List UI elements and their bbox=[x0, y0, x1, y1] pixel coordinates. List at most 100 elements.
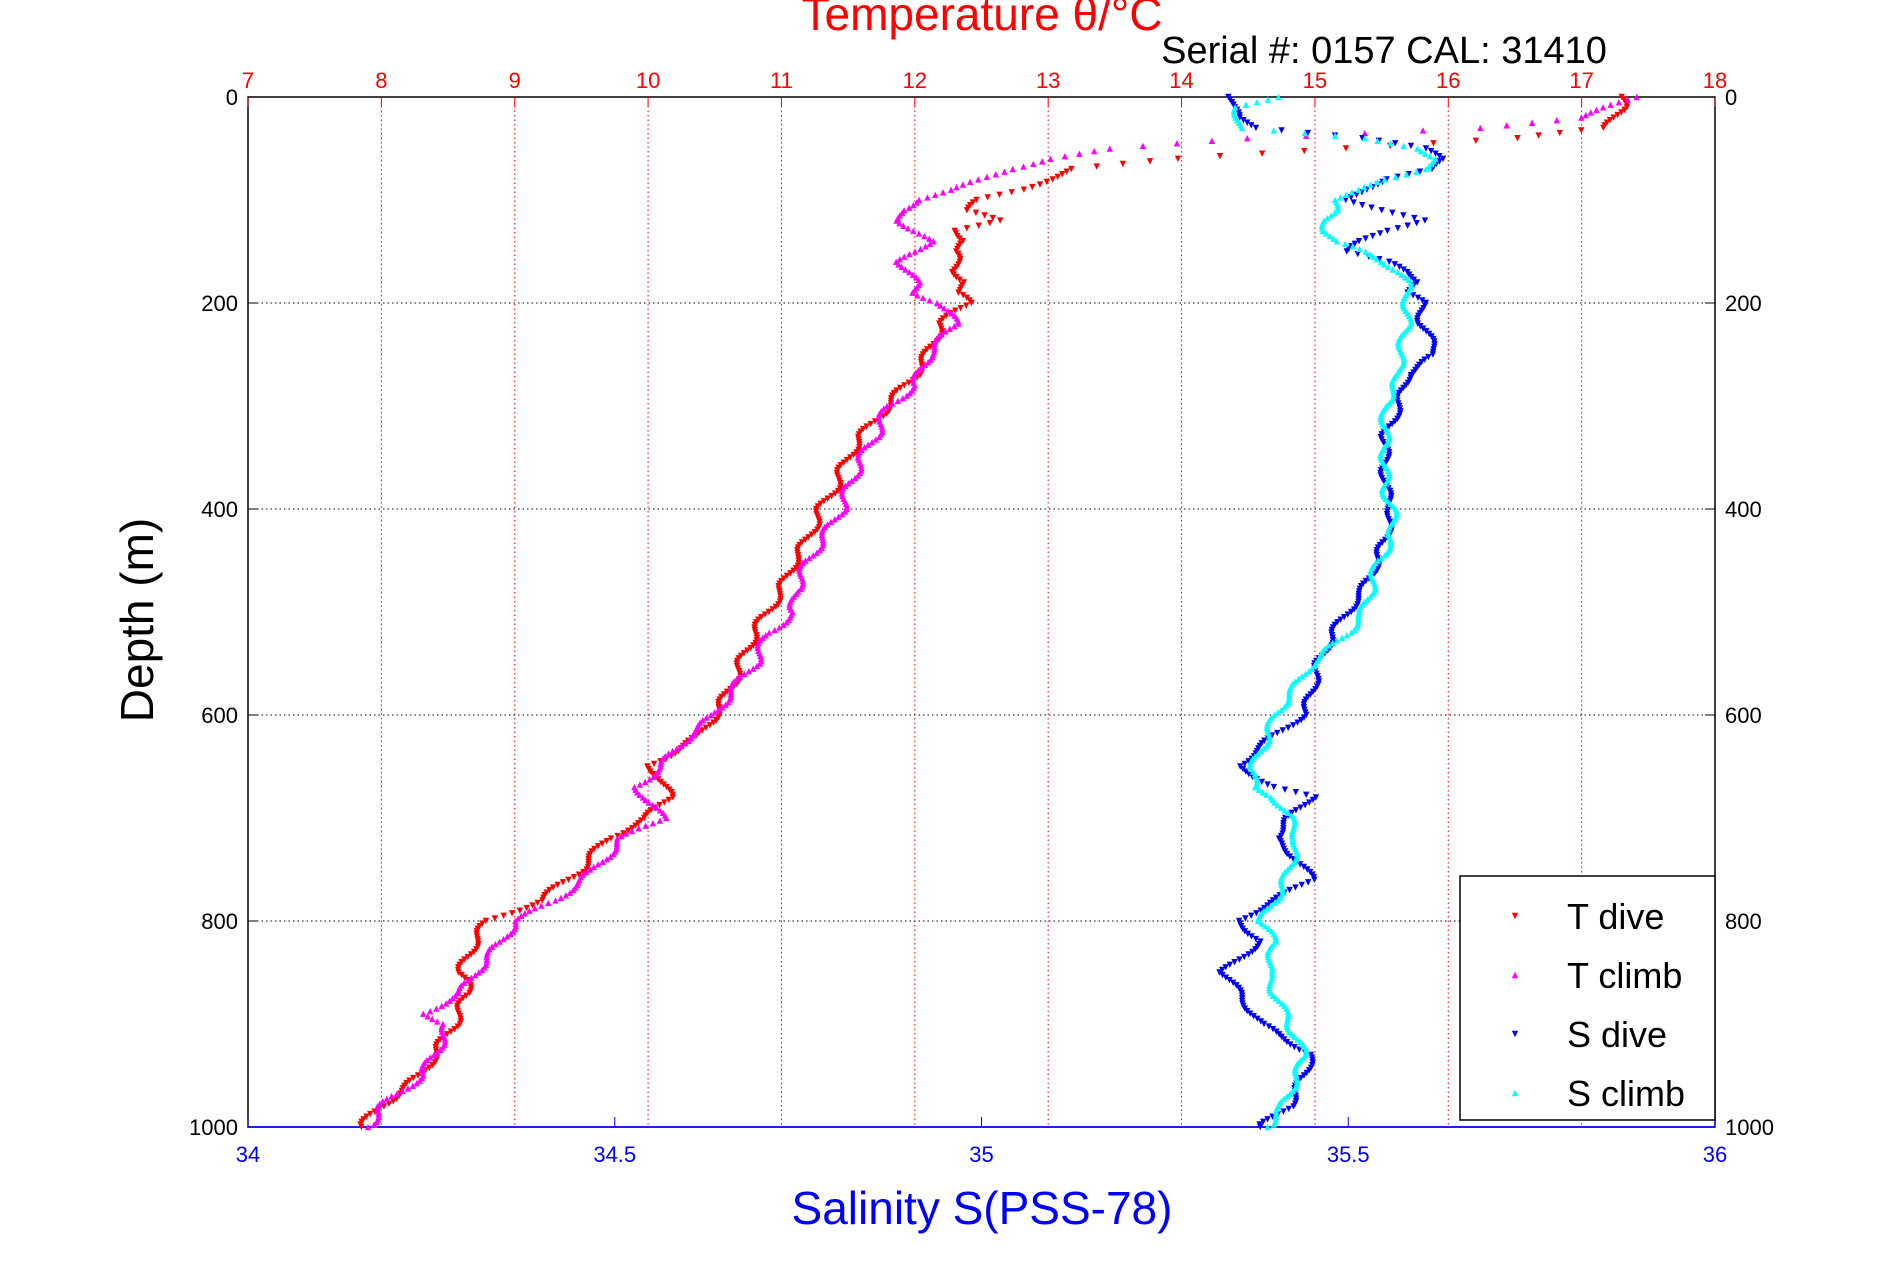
data-point bbox=[557, 894, 565, 902]
data-point bbox=[1061, 153, 1069, 160]
legend-label: T climb bbox=[1567, 955, 1682, 996]
data-point bbox=[1242, 768, 1250, 775]
data-point bbox=[1268, 964, 1276, 971]
data-point bbox=[1422, 165, 1430, 173]
data-point bbox=[458, 971, 465, 979]
data-point bbox=[864, 441, 872, 448]
data-point bbox=[1399, 297, 1407, 304]
data-point bbox=[896, 256, 903, 263]
data-point bbox=[1414, 294, 1422, 302]
data-point bbox=[1259, 789, 1266, 796]
data-point bbox=[1472, 137, 1480, 144]
data-point bbox=[711, 709, 718, 716]
data-point bbox=[1251, 783, 1259, 791]
data-point bbox=[1348, 629, 1355, 636]
data-point bbox=[1312, 794, 1320, 801]
data-point bbox=[628, 827, 636, 835]
data-point bbox=[955, 289, 962, 296]
data-point bbox=[1425, 353, 1432, 361]
data-point bbox=[1416, 168, 1424, 175]
data-point bbox=[1392, 173, 1399, 181]
data-point bbox=[1553, 116, 1561, 124]
legend-box bbox=[1459, 875, 1716, 1121]
data-point bbox=[1308, 665, 1316, 672]
data-point bbox=[649, 819, 657, 827]
data-point bbox=[1139, 142, 1147, 150]
data-point bbox=[1326, 232, 1333, 240]
data-point bbox=[915, 230, 923, 237]
data-point bbox=[514, 915, 522, 922]
data-point bbox=[1322, 230, 1330, 237]
legend-item-s-dive: S dive bbox=[1511, 1014, 1667, 1055]
data-point bbox=[1226, 977, 1233, 984]
data-point bbox=[646, 776, 653, 783]
legend-label: T dive bbox=[1567, 896, 1664, 937]
data-point bbox=[906, 250, 913, 258]
data-point bbox=[512, 917, 519, 925]
depth-tick-label-right: 1000 bbox=[1725, 1115, 1774, 1140]
data-point bbox=[1342, 145, 1350, 152]
data-point bbox=[1241, 760, 1248, 768]
data-point bbox=[1286, 686, 1293, 693]
data-point bbox=[1268, 969, 1276, 976]
data-point bbox=[723, 688, 731, 696]
data-point bbox=[811, 528, 819, 536]
data-point bbox=[758, 613, 765, 621]
data-point bbox=[1297, 804, 1304, 811]
data-point bbox=[1271, 799, 1278, 806]
data-point bbox=[924, 359, 932, 366]
depth-tick-label-left: 800 bbox=[201, 909, 238, 934]
data-point bbox=[1257, 747, 1265, 755]
chart-title: Temperature θ/°C bbox=[802, 0, 1163, 40]
temperature-tick-label: 12 bbox=[903, 68, 927, 93]
data-point bbox=[1351, 626, 1358, 634]
data-point bbox=[1260, 745, 1268, 752]
data-point bbox=[442, 1000, 450, 1007]
data-point bbox=[570, 886, 577, 894]
data-point bbox=[1286, 853, 1294, 860]
data-point bbox=[455, 989, 462, 997]
data-point bbox=[1306, 799, 1313, 806]
depth-tick-label-left: 0 bbox=[226, 85, 238, 110]
data-point bbox=[1368, 204, 1375, 211]
data-point bbox=[1386, 258, 1393, 265]
depth-tick-label-right: 0 bbox=[1725, 85, 1737, 110]
data-point bbox=[787, 570, 794, 577]
data-point bbox=[657, 778, 664, 786]
data-point bbox=[802, 536, 809, 544]
data-point bbox=[1430, 140, 1437, 147]
data-point bbox=[937, 302, 944, 309]
data-point bbox=[663, 814, 670, 822]
data-point bbox=[1302, 670, 1309, 677]
data-point bbox=[1294, 719, 1301, 726]
data-point bbox=[1252, 124, 1260, 132]
data-point bbox=[1270, 1121, 1277, 1128]
data-point bbox=[707, 711, 715, 719]
data-point bbox=[1255, 786, 1263, 793]
data-point bbox=[956, 276, 963, 284]
data-point bbox=[549, 884, 557, 891]
data-point bbox=[1391, 140, 1399, 147]
data-point bbox=[1390, 387, 1397, 394]
data-point bbox=[607, 835, 615, 842]
data-point bbox=[470, 948, 478, 956]
data-point bbox=[899, 395, 906, 402]
data-point bbox=[656, 801, 663, 809]
data-point bbox=[1281, 704, 1288, 711]
data-point bbox=[905, 204, 913, 211]
data-point bbox=[1362, 235, 1369, 242]
data-point bbox=[446, 997, 453, 1005]
data-point bbox=[1343, 248, 1350, 255]
data-point bbox=[1043, 178, 1050, 186]
data-point bbox=[1243, 1007, 1251, 1015]
temperature-tick-label: 11 bbox=[770, 68, 793, 93]
depth-tick-label-left: 1000 bbox=[189, 1115, 238, 1140]
data-point bbox=[1477, 124, 1484, 132]
data-point bbox=[1300, 1054, 1307, 1061]
data-point bbox=[641, 778, 649, 786]
salinity-tick-label: 35 bbox=[969, 1142, 993, 1167]
data-point bbox=[1274, 897, 1282, 904]
temperature-tick-label: 14 bbox=[1169, 68, 1193, 93]
data-point bbox=[559, 879, 567, 886]
data-point bbox=[1330, 235, 1337, 242]
